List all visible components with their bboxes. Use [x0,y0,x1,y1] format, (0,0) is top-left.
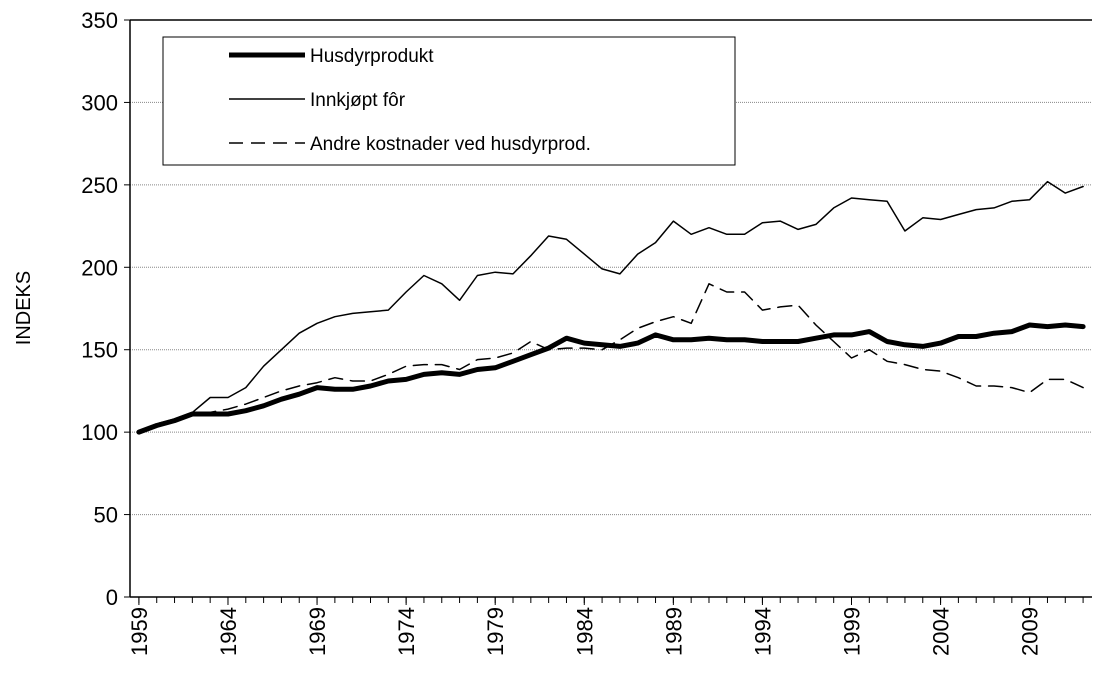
series-line [138,283,1084,433]
series-line [138,180,1084,433]
x-tick-label: 1989 [661,607,686,656]
y-tick-label: 50 [94,503,118,528]
x-tick-label: 1959 [127,607,152,656]
y-tick-label: 200 [81,255,118,280]
y-tick-label: 300 [81,90,118,115]
x-tick-label: 1984 [572,607,597,656]
x-tick-label: 2009 [1018,607,1043,656]
legend-label: Andre kostnader ved husdyrprod. [310,134,591,155]
x-tick-label: 2004 [929,607,954,656]
x-tick-label: 1974 [394,607,419,656]
y-tick-label: 250 [81,173,118,198]
x-tick-label: 1969 [305,607,330,656]
y-axis-label: INDEKS [13,271,35,345]
x-tick-label: 1979 [483,607,508,656]
x-tick-label: 1994 [750,607,775,656]
y-tick-label: 350 [81,8,118,33]
y-tick-label: 150 [81,338,118,363]
y-tick-label: 100 [81,420,118,445]
legend-label: Innkjøpt fôr [310,90,406,111]
series-line [136,322,1086,435]
x-tick-label: 1999 [840,607,865,656]
y-tick-label: 0 [106,585,118,610]
x-tick-label: 1964 [216,607,241,656]
legend-label: Husdyrprodukt [310,46,434,67]
